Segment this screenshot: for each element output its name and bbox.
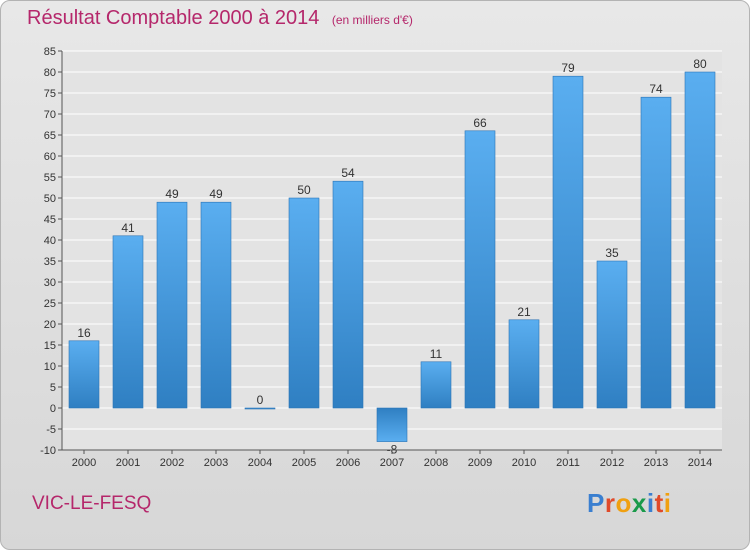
bar-2011: [552, 75, 584, 409]
bar-value-label: 0: [257, 393, 264, 407]
y-tick-label: 70: [44, 109, 56, 121]
bar-value-label: 41: [121, 221, 135, 235]
y-tick-label: 25: [44, 298, 56, 310]
bar-2000: [68, 340, 100, 409]
y-tick-label: -10: [40, 445, 56, 457]
chart-subtitle: (en milliers d'€): [331, 13, 413, 27]
bar-2014: [684, 71, 716, 409]
y-tick-label: -5: [46, 424, 56, 436]
chart-title-row: Résultat Comptable 2000 à 2014 (en milli…: [27, 7, 413, 30]
brand-letter: t: [654, 488, 664, 518]
bar-2008: [420, 361, 452, 409]
chart-title: Résultat Comptable 2000 à 2014: [27, 7, 320, 29]
bar-2006: [332, 180, 364, 409]
x-tick-label: 2007: [380, 457, 404, 469]
brand-letter: x: [631, 488, 647, 518]
x-tick-label: 2011: [556, 457, 580, 469]
x-tick-label: 2001: [116, 457, 140, 469]
bar-2004: [244, 407, 276, 410]
x-tick-label: 2008: [424, 457, 448, 469]
x-tick-label: 2003: [204, 457, 228, 469]
bar-2012: [596, 260, 628, 409]
brand-letter: i: [663, 488, 672, 518]
bar-2003: [200, 201, 232, 409]
y-tick-label: 50: [44, 193, 56, 205]
place-name: VIC-LE-FESQ: [32, 493, 152, 514]
bar-value-label: 79: [561, 61, 575, 75]
bar-value-label: 50: [297, 183, 311, 197]
bar-2010: [508, 319, 540, 409]
y-tick-label: 80: [44, 67, 56, 79]
x-tick-label: 2013: [644, 457, 668, 469]
x-tick-label: 2009: [468, 457, 492, 469]
y-tick-label: 75: [44, 88, 56, 100]
brand-letter: r: [604, 488, 616, 518]
y-tick-label: 20: [44, 319, 56, 331]
bar-value-label: 16: [77, 326, 91, 340]
y-tick-label: 85: [44, 46, 56, 58]
x-tick-label: 2010: [512, 457, 536, 469]
bar-2009: [464, 130, 496, 409]
y-tick-label: 35: [44, 256, 56, 268]
y-tick-label: 40: [44, 235, 56, 247]
y-tick-label: 0: [50, 403, 56, 415]
bar-value-label: 74: [649, 82, 663, 96]
bar-value-label: 49: [209, 187, 223, 201]
x-tick-label: 2005: [292, 457, 316, 469]
x-tick-label: 2012: [600, 457, 624, 469]
bar-value-label: 11: [430, 347, 443, 361]
bar-value-label: 35: [605, 246, 619, 260]
bar-value-label: 21: [517, 305, 531, 319]
x-tick-label: 2014: [688, 457, 712, 469]
y-tick-label: 60: [44, 151, 56, 163]
brand-logo: Proxiti: [587, 488, 671, 519]
bar-value-label: 66: [473, 116, 487, 130]
y-tick-label: 10: [44, 361, 56, 373]
bar-value-label: 80: [693, 57, 707, 71]
y-tick-label: 55: [44, 172, 56, 184]
bar-2001: [112, 235, 144, 409]
y-tick-label: 30: [44, 277, 56, 289]
x-tick-label: 2006: [336, 457, 360, 469]
bar-2002: [156, 201, 188, 409]
brand-letter: i: [646, 488, 655, 518]
x-tick-label: 2000: [72, 457, 96, 469]
brand-letter: P: [587, 488, 605, 518]
y-axis-ticks: -10 -5 0 5 10 15 20 25 30 35 40 45 50 55 60 65 70 75 80 85: [40, 46, 62, 457]
bar-value-label: 49: [165, 187, 179, 201]
y-tick-label: 65: [44, 130, 56, 142]
y-tick-label: 5: [50, 382, 56, 394]
bar-2013: [640, 96, 672, 409]
x-axis-ticks: 2000 2001 2002 2003 2004 2005 2006 2007 2008 2009…: [72, 450, 712, 469]
bar-value-label: 54: [341, 166, 355, 180]
brand-letter: o: [615, 488, 632, 518]
y-tick-label: 15: [44, 340, 56, 352]
x-tick-label: 2004: [248, 457, 272, 469]
y-tick-label: 45: [44, 214, 56, 226]
bar-2007: [376, 407, 408, 442]
x-tick-label: 2002: [160, 457, 184, 469]
bar-2005: [288, 197, 320, 409]
